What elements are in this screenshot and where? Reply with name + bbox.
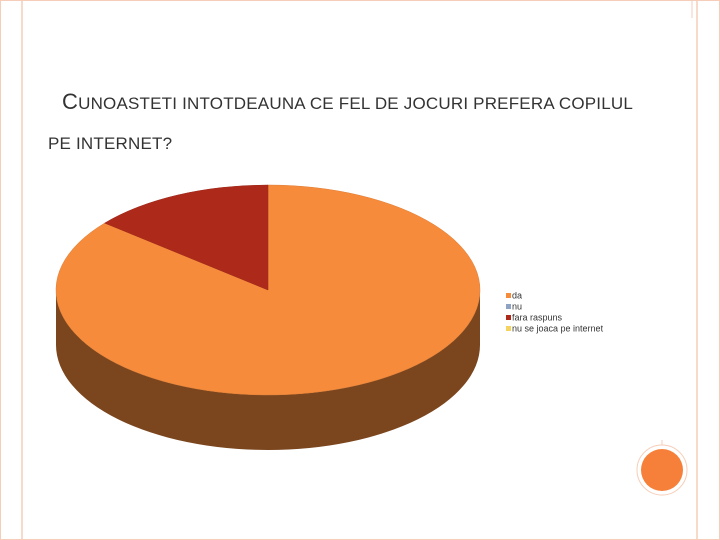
legend-label: fara raspuns (512, 312, 563, 322)
pie-slice (104, 184, 269, 291)
ornament (641, 449, 683, 491)
legend-swatch (506, 315, 511, 320)
legend-swatch (506, 293, 511, 298)
legend-label: nu (512, 301, 522, 311)
legend-label: da (512, 290, 522, 300)
pie (55, 184, 481, 450)
legend-swatch (506, 326, 511, 331)
pie-side (56, 290, 480, 450)
legend-swatch (506, 304, 511, 309)
slide-title: CUNOASTETI INTOTDEAUNA CE FEL DE JOCURI … (48, 89, 633, 153)
legend-label: nu se joaca pe internet (512, 323, 604, 333)
